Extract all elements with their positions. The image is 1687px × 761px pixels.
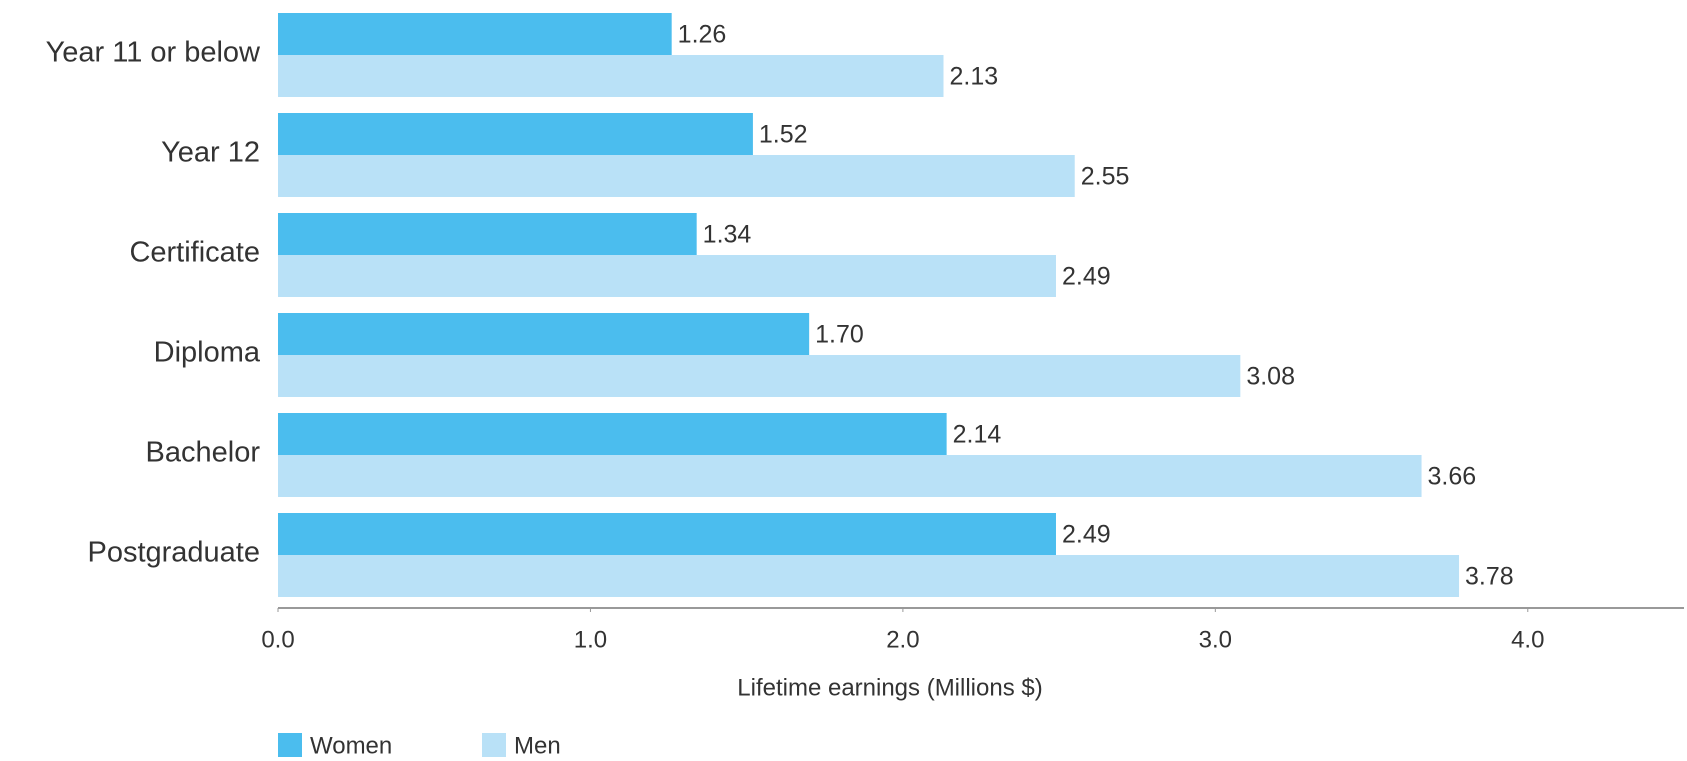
legend-swatch (482, 733, 506, 757)
bar (278, 413, 947, 455)
bar (278, 513, 1056, 555)
bar (278, 255, 1056, 297)
legend-label: Women (310, 732, 392, 759)
bar (278, 155, 1075, 197)
x-tick-label: 1.0 (574, 626, 607, 653)
y-tick-label: Bachelor (146, 437, 261, 469)
value-label: 1.70 (815, 321, 864, 349)
value-label: 3.08 (1246, 363, 1295, 391)
value-label: 2.49 (1062, 263, 1111, 291)
chart: Lifetime earnings (Millions $) Year 11 o… (0, 0, 1687, 761)
bar (278, 355, 1240, 397)
value-label: 1.26 (678, 21, 727, 49)
bar (278, 55, 944, 97)
legend-label: Men (514, 732, 561, 759)
value-label: 2.13 (950, 63, 999, 91)
x-tick-label: 2.0 (886, 626, 919, 653)
bar (278, 13, 672, 55)
value-label: 2.55 (1081, 163, 1130, 191)
bar (278, 555, 1459, 597)
value-label: 2.14 (953, 421, 1002, 449)
y-tick-label: Diploma (154, 337, 261, 369)
bar (278, 313, 809, 355)
x-tick-label: 4.0 (1511, 626, 1544, 653)
value-label: 2.49 (1062, 521, 1111, 549)
y-tick-label: Year 12 (161, 137, 260, 169)
x-tick-label: 0.0 (261, 626, 294, 653)
value-label: 3.78 (1465, 563, 1514, 591)
legend-swatch (278, 733, 302, 757)
y-tick-label: Postgraduate (87, 537, 260, 569)
value-label: 1.52 (759, 121, 808, 149)
bar (278, 213, 697, 255)
y-tick-label: Certificate (129, 237, 260, 269)
y-tick-label: Year 11 or below (46, 37, 261, 69)
bar (278, 113, 753, 155)
value-label: 1.34 (703, 221, 752, 249)
x-tick-label: 3.0 (1199, 626, 1232, 653)
value-label: 3.66 (1428, 463, 1477, 491)
x-axis-title: Lifetime earnings (Millions $) (737, 674, 1042, 701)
bar (278, 455, 1422, 497)
